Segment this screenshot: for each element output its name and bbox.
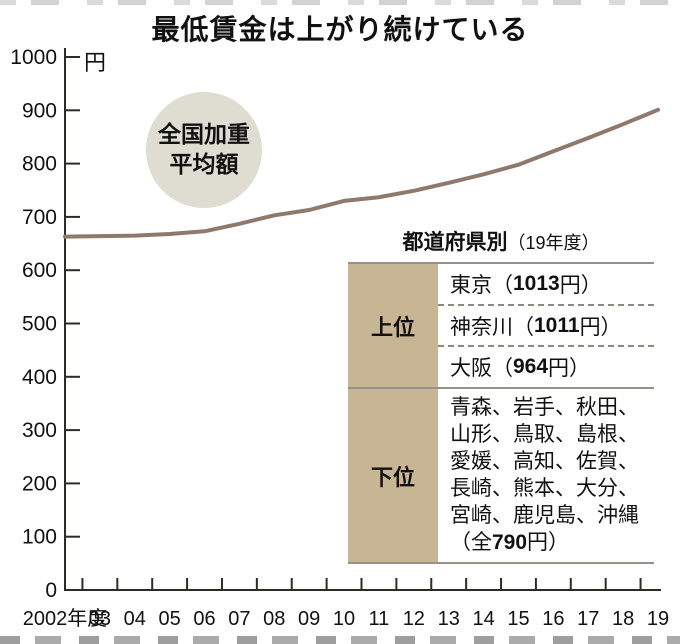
table-row: 神奈川（1011 円） <box>438 303 654 346</box>
svg-text:900: 900 <box>22 99 57 122</box>
svg-text:1000: 1000 <box>10 46 57 69</box>
svg-text:04: 04 <box>124 608 146 630</box>
svg-text:800: 800 <box>22 153 57 176</box>
svg-text:600: 600 <box>22 259 57 282</box>
pref-list-line: 山形、鳥取、島根、 <box>450 423 639 446</box>
bottom-prefecture-list: 青森、岩手、秋田、 山形、鳥取、島根、 愛媛、高知、佐賀、 長崎、熊本、大分、 … <box>438 389 654 562</box>
pref-list-line: 長崎、熊本、大分、 <box>450 477 639 500</box>
svg-text:400: 400 <box>22 366 57 389</box>
svg-text:100: 100 <box>22 526 57 549</box>
prefecture-table-title: 都道府県別（19年度） <box>348 226 654 256</box>
svg-text:19: 19 <box>647 608 669 630</box>
pref-name: 東京 <box>450 273 492 297</box>
svg-text:11: 11 <box>369 608 390 630</box>
svg-text:05: 05 <box>159 608 181 630</box>
paren-close: 円） <box>548 357 591 381</box>
svg-text:08: 08 <box>263 608 285 630</box>
svg-text:07: 07 <box>228 608 250 630</box>
pref-list-line: 宮崎、鹿児島、沖縄 <box>450 504 639 527</box>
svg-text:16: 16 <box>542 608 564 630</box>
svg-text:200: 200 <box>22 472 57 495</box>
wage-amount: 1011 <box>534 313 580 337</box>
pref-list-footer: （全790円） <box>450 529 654 556</box>
svg-text:14: 14 <box>472 608 494 630</box>
svg-text:06: 06 <box>193 608 215 630</box>
pref-name: 大阪 <box>450 357 492 381</box>
pref-name: 神奈川 <box>450 315 513 339</box>
svg-text:2002年度: 2002年度 <box>23 607 108 630</box>
cropped-text-artifact-bottom <box>0 636 680 644</box>
svg-text:03: 03 <box>89 608 111 630</box>
paren-open: （ <box>492 357 513 381</box>
section-label-top: 上位 <box>348 264 438 387</box>
table-section-bottom: 下位 青森、岩手、秋田、 山形、鳥取、島根、 愛媛、高知、佐賀、 長崎、熊本、大… <box>348 389 654 562</box>
svg-text:09: 09 <box>298 608 320 630</box>
prefecture-table: 上位 東京（1013 円） 神奈川（1011 円） 大阪（964 円） 下位 青森、岩… <box>348 262 654 564</box>
cropped-text-artifact-top <box>0 0 680 5</box>
pref-list-line: 青森、岩手、秋田、 <box>450 396 639 419</box>
svg-text:500: 500 <box>22 313 57 336</box>
wage-amount: 790 <box>492 531 528 554</box>
svg-text:17: 17 <box>577 608 599 630</box>
svg-text:13: 13 <box>438 608 460 630</box>
svg-text:15: 15 <box>507 608 529 630</box>
paren-close: 円） <box>579 315 622 339</box>
paren-open: （全 <box>450 531 492 554</box>
prefecture-table-title-note: （19年度） <box>507 233 600 253</box>
series-annotation-line2: 平均額 <box>169 151 239 177</box>
pref-list-line: 愛媛、高知、佐賀、 <box>450 450 639 473</box>
table-row: 東京（1013 円） <box>438 264 654 304</box>
svg-text:18: 18 <box>612 608 634 630</box>
top-rows: 東京（1013 円） 神奈川（1011 円） 大阪（964 円） <box>438 264 654 387</box>
prefecture-table-title-main: 都道府県別 <box>402 231 508 254</box>
paren-open: （ <box>492 273 513 297</box>
section-label-bottom: 下位 <box>348 389 438 562</box>
svg-text:12: 12 <box>403 608 425 630</box>
series-annotation-line1: 全国加重 <box>158 121 250 148</box>
paren-open: （ <box>513 315 534 339</box>
paren-close: 円） <box>559 273 602 297</box>
chart-title: 最低賃金は上がり続けている <box>151 14 529 45</box>
table-section-top: 上位 東京（1013 円） 神奈川（1011 円） 大阪（964 円） <box>348 264 654 389</box>
svg-text:10: 10 <box>333 608 355 630</box>
table-row: 大阪（964 円） <box>438 345 654 387</box>
svg-text:300: 300 <box>22 419 57 442</box>
wage-amount: 1013 <box>513 271 560 295</box>
paren-close: 円） <box>527 531 570 554</box>
svg-text:円: 円 <box>84 50 106 75</box>
svg-text:700: 700 <box>22 206 57 229</box>
series-annotation-circle: 全国加重 平均額 <box>146 92 262 208</box>
svg-text:0: 0 <box>45 579 57 602</box>
wage-amount: 964 <box>513 355 549 379</box>
